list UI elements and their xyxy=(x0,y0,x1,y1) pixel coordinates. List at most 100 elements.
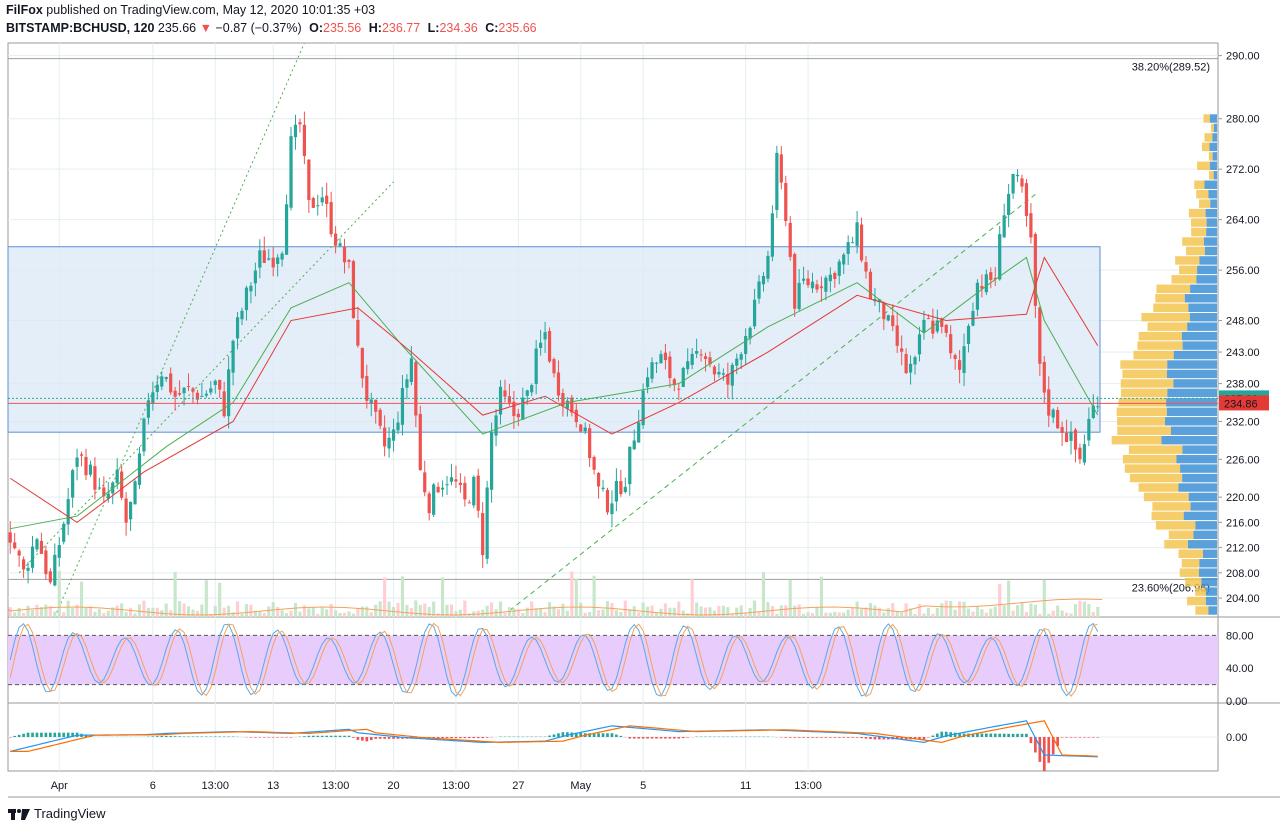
last-price: 235.66 xyxy=(157,21,197,35)
macd-histogram-bar xyxy=(659,737,663,739)
tradingview-brand[interactable]: TradingView xyxy=(34,806,106,821)
volume-profile-bar xyxy=(1181,331,1217,341)
volume-bar xyxy=(1060,610,1064,617)
volume-bar xyxy=(1065,612,1069,617)
macd-histogram-bar xyxy=(882,737,886,740)
volume-profile-bar xyxy=(1184,294,1217,303)
volume-bar xyxy=(213,605,217,617)
volume-bar xyxy=(815,607,819,617)
candle-body xyxy=(1051,409,1055,418)
macd-histogram-bar xyxy=(1038,737,1042,762)
macd-histogram-bar xyxy=(637,737,641,739)
volume-bar xyxy=(432,601,436,617)
macd-histogram-bar xyxy=(922,737,926,740)
price-axis-label: 232.00 xyxy=(1226,416,1260,428)
macd-histogram-bar xyxy=(985,733,988,737)
candle-body xyxy=(748,327,752,339)
volume-profile-bar xyxy=(1166,407,1217,417)
volume-bar xyxy=(137,604,142,617)
volume-bar xyxy=(391,607,396,617)
volume-bar xyxy=(793,605,797,617)
published-text: published on TradingView.com, May 12, 20… xyxy=(46,3,376,17)
candle-body xyxy=(908,363,913,373)
macd-histogram-bar xyxy=(66,732,70,737)
macd-histogram-bar xyxy=(303,736,306,737)
candle-body xyxy=(173,390,177,397)
volume-bar xyxy=(570,571,574,617)
volume-profile-bar xyxy=(1156,284,1191,294)
macd-histogram-bar xyxy=(655,737,658,739)
macd-histogram-bar xyxy=(1078,737,1082,738)
candle-body xyxy=(1029,213,1033,238)
chart-canvas[interactable]: 38.20%(289.52)23.60%(206.96)290.00280.00… xyxy=(0,0,1280,800)
price-axis-label: 248.00 xyxy=(1226,316,1260,328)
volume-bar xyxy=(463,600,467,617)
volume-profile-bar xyxy=(1206,227,1217,237)
volume-profile-bar xyxy=(1120,379,1174,388)
volume-bar xyxy=(712,610,717,617)
volume-bar xyxy=(88,606,93,617)
macd-histogram-bar xyxy=(311,735,315,737)
macd-histogram-bar xyxy=(953,732,957,737)
volume-bar xyxy=(824,612,828,617)
time-axis-label: 13:00 xyxy=(442,780,470,792)
author-name[interactable]: FilFox xyxy=(6,3,43,17)
macd-histogram-bar xyxy=(976,733,979,737)
volume-profile-bar xyxy=(1201,142,1210,152)
volume-bar xyxy=(498,601,503,617)
candle-body xyxy=(686,361,690,370)
volume-bar xyxy=(164,603,168,617)
candle-body xyxy=(1082,444,1087,463)
time-axis-label: May xyxy=(570,780,591,792)
candle-body xyxy=(489,432,494,490)
volume-bar xyxy=(989,608,993,617)
candle-body xyxy=(449,477,454,482)
candle-body xyxy=(779,154,783,183)
volume-bar xyxy=(1042,579,1046,617)
candle-body xyxy=(1078,447,1082,460)
candle-body xyxy=(957,360,962,370)
macd-histogram-bar xyxy=(918,737,921,740)
volume-profile-bar xyxy=(1199,568,1217,577)
candle-body xyxy=(650,362,654,379)
candle-body xyxy=(819,286,824,289)
macd-histogram-bar xyxy=(668,737,672,739)
candle-body xyxy=(93,466,97,490)
volume-bar xyxy=(35,604,39,617)
candle-body xyxy=(333,233,338,246)
price-axis-label: 243.00 xyxy=(1226,347,1260,359)
volume-bar xyxy=(418,604,422,617)
close-key: C: xyxy=(485,21,499,35)
candle-body xyxy=(21,559,26,570)
volume-bar xyxy=(374,604,378,617)
volume-profile-bar xyxy=(1175,256,1200,265)
volume-bar xyxy=(744,612,748,617)
volume-bar xyxy=(690,579,694,617)
candle-body xyxy=(445,484,449,486)
volume-bar xyxy=(387,601,391,617)
volume-profile-bar xyxy=(1197,161,1210,171)
volume-bar xyxy=(877,607,881,617)
volume-profile-bar xyxy=(1199,256,1217,265)
volume-profile-bar xyxy=(1199,558,1217,568)
volume-bar xyxy=(240,613,244,617)
candle-body xyxy=(44,550,48,575)
candle-body xyxy=(369,399,373,404)
candle-body xyxy=(1047,389,1051,416)
candle-body xyxy=(231,340,235,373)
candle-body xyxy=(757,281,761,299)
volume-bar xyxy=(293,602,298,617)
volume-profile-bar xyxy=(1182,341,1217,350)
macd-histogram-bar xyxy=(151,736,155,737)
price-axis-label: 212.00 xyxy=(1226,543,1260,555)
volume-bar xyxy=(851,607,855,617)
volume-bar xyxy=(1029,603,1033,617)
candle-body xyxy=(953,355,957,359)
candle-body xyxy=(1069,431,1073,441)
candle-body xyxy=(1011,174,1015,194)
stoch-d-line xyxy=(9,622,1098,698)
macd-histogram-bar xyxy=(383,737,386,739)
candle-body xyxy=(365,375,369,401)
candle-body xyxy=(378,409,382,426)
volume-bar xyxy=(427,606,431,617)
